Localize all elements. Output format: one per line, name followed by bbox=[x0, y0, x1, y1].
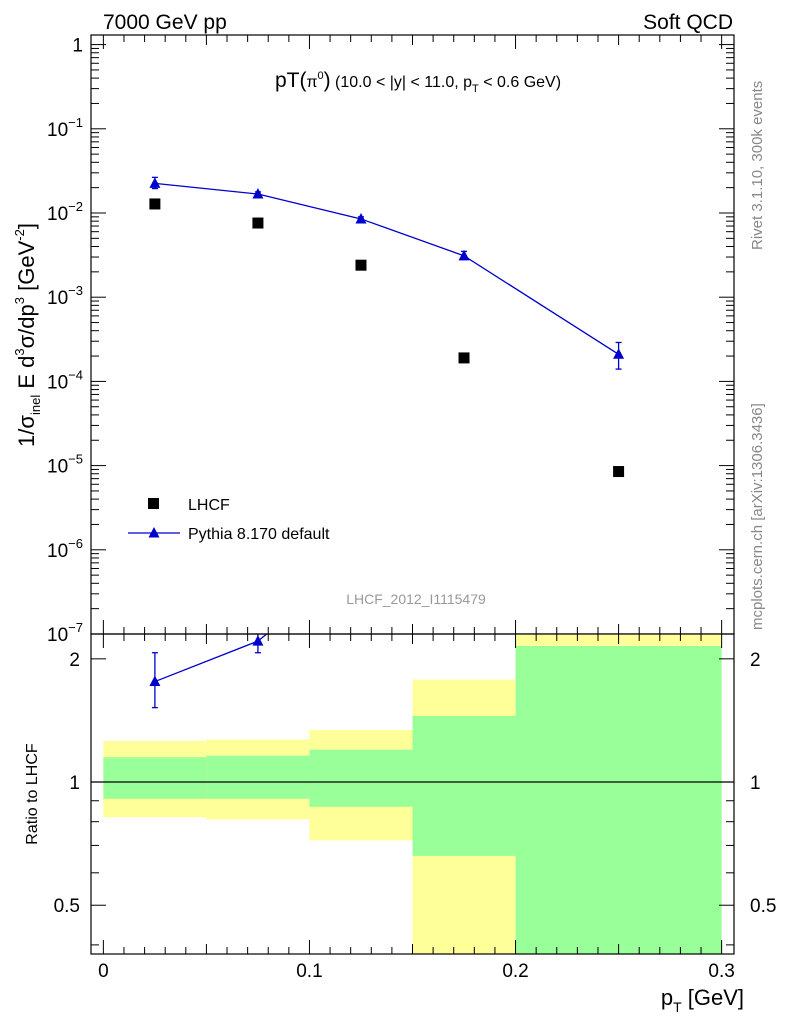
main-plot-frame bbox=[90, 34, 735, 635]
lhcf-point bbox=[149, 198, 161, 210]
ratio-point bbox=[149, 675, 161, 687]
ratio-y-tick-label-right: 0.5 bbox=[750, 896, 776, 917]
header-right: Soft QCD bbox=[643, 11, 733, 34]
ratio-plot-frame bbox=[90, 633, 735, 955]
legend-pythia-marker bbox=[148, 527, 160, 538]
x-tick-label: 0.1 bbox=[296, 961, 322, 982]
analysis-watermark: LHCF_2012_I1115479 bbox=[346, 591, 486, 607]
x-tick-label: 0.2 bbox=[502, 961, 528, 982]
pythia-error-bars bbox=[151, 176, 622, 370]
pythia-point bbox=[458, 249, 470, 261]
header-left: 7000 GeV pp bbox=[103, 11, 227, 34]
ratio-axis-ticks bbox=[91, 634, 734, 954]
ratio-y-tick-label-right: 2 bbox=[750, 650, 761, 671]
ratio-point bbox=[355, 551, 366, 562]
ratio-y-tick-label: 2 bbox=[69, 650, 80, 671]
legend-lhcf-marker bbox=[148, 498, 159, 509]
pythia-points bbox=[149, 177, 625, 359]
ratio-y-tick-label: 1 bbox=[69, 773, 80, 794]
title-pi-sup: 0 bbox=[317, 70, 323, 82]
y-tick-label: 10−6 bbox=[47, 536, 83, 562]
title-main: pT( bbox=[275, 69, 307, 92]
main-y-axis-label: 1/σinel E d3σ/dp3 [GeV-2] bbox=[12, 223, 43, 447]
main-axis-ticks bbox=[91, 35, 734, 635]
y-tick-label: 1 bbox=[72, 36, 83, 57]
ratio-pythia-line bbox=[154, 634, 268, 683]
ratio-uncertainty-bands bbox=[103, 634, 722, 954]
y-tick-label: 10−5 bbox=[47, 452, 83, 478]
title-range-end: < 0.6 GeV) bbox=[479, 74, 561, 91]
lhcf-point bbox=[355, 259, 367, 271]
pythia-point bbox=[252, 188, 264, 199]
lhcf-point bbox=[613, 466, 625, 478]
title-range-sub: T bbox=[472, 83, 479, 95]
x-tick-label: 0 bbox=[98, 961, 109, 982]
legend: LHCF Pythia 8.170 default bbox=[128, 497, 330, 543]
main-panel: 1 10−1 10−2 10−3 10−4 10−5 10−6 10−7 pT(π0) (10… bbox=[12, 34, 735, 646]
main-y-tick-labels: 1 10−1 10−2 10−3 10−4 10−5 10−6 10−7 bbox=[47, 36, 83, 646]
title-close: ) bbox=[324, 69, 331, 92]
ratio-panel: 0 0.1 0.2 0.3 0.5 0.5 1 1 2 2 Ratio to LHCF pT [G… bbox=[24, 551, 777, 1015]
side-text-mcplots: mcplots.cern.ch [arXiv:1306.3436] bbox=[749, 403, 766, 630]
ratio-point bbox=[252, 635, 264, 646]
ratio-y-tick-label-right: 1 bbox=[750, 773, 761, 794]
ratio-series bbox=[149, 551, 366, 709]
y-tick-label: 10−4 bbox=[47, 367, 83, 393]
title-pi: π bbox=[306, 74, 317, 91]
ratio-band-green bbox=[515, 645, 722, 954]
ratio-band-green bbox=[309, 749, 413, 807]
y-tick-label: 10−3 bbox=[47, 283, 83, 309]
ratio-points bbox=[149, 551, 366, 687]
ratio-tick-labels: 0 0.1 0.2 0.3 0.5 0.5 1 1 2 2 bbox=[54, 650, 777, 982]
title-range: (10.0 < |y| < 11.0, p bbox=[331, 74, 473, 91]
ratio-y-tick-label: 0.5 bbox=[54, 896, 80, 917]
lhcf-points bbox=[149, 198, 625, 478]
side-text-rivet: Rivet 3.1.10, 300k events bbox=[749, 81, 766, 250]
pythia-point bbox=[355, 212, 367, 224]
pythia-series-line bbox=[154, 182, 619, 355]
main-title: pT(π0) (10.0 < |y| < 11.0, pT < 0.6 GeV) bbox=[275, 69, 561, 95]
x-tick-label: 0.3 bbox=[708, 961, 734, 982]
y-tick-label: 10−1 bbox=[47, 115, 83, 141]
ratio-band-green bbox=[103, 757, 207, 799]
lhcf-point bbox=[458, 352, 470, 364]
ratio-y-axis-label: Ratio to LHCF bbox=[24, 743, 41, 845]
y-tick-label: 10−7 bbox=[47, 620, 83, 646]
legend-pythia-label: Pythia 8.170 default bbox=[188, 526, 330, 543]
lhcf-point bbox=[252, 217, 264, 229]
ratio-error-bars bbox=[151, 634, 261, 709]
legend-lhcf-label: LHCF bbox=[188, 497, 230, 514]
pythia-point bbox=[149, 177, 161, 188]
y-tick-label: 10−2 bbox=[47, 199, 83, 225]
x-axis-label: pT [GeV] bbox=[661, 985, 744, 1015]
ratio-band-green bbox=[206, 755, 310, 799]
pythia-point bbox=[613, 348, 625, 359]
ratio-band-green bbox=[412, 715, 516, 856]
